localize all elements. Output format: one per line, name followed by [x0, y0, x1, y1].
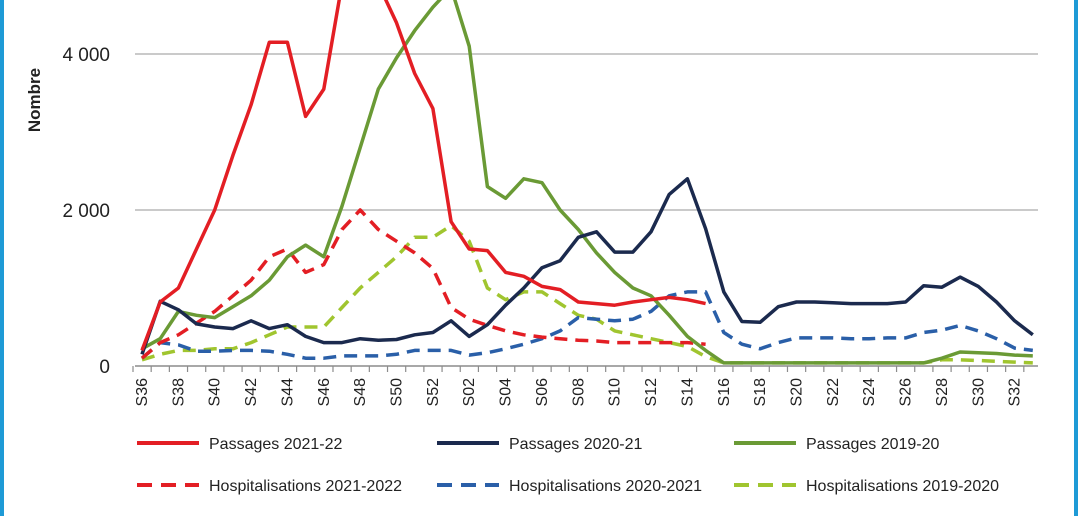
series-lines [140, 0, 1034, 365]
x-tick-label: S40 [207, 378, 224, 407]
x-tick-label: S08 [570, 378, 587, 407]
x-tick-label: S10 [607, 378, 624, 407]
x-tick-label: S44 [279, 378, 296, 407]
x-tick-label: S12 [643, 378, 660, 407]
x-tick-label: S46 [316, 378, 333, 407]
series-line-passages-2019-20 [141, 0, 1033, 365]
x-tick-label: S32 [1007, 378, 1024, 407]
x-tick-label: S50 [389, 378, 406, 407]
x-tick-label: S28 [934, 378, 951, 407]
x-tick-label: S16 [716, 378, 733, 407]
legend-label: Passages 2021-22 [209, 436, 343, 453]
x-tick-label: S30 [970, 378, 987, 407]
legend-label: Hospitalisations 2021-2022 [209, 478, 402, 495]
x-tick-label: S52 [425, 378, 442, 407]
x-axis: S36 S38 S40 S42 S44 S46 S48 S50 S52 S02 S04 S06 S08 S… [132, 365, 1038, 407]
y-axis-label: Nombre [25, 68, 44, 132]
x-tick-label: S20 [788, 378, 805, 407]
x-tick-label: S06 [534, 378, 551, 407]
x-tick-label: S48 [352, 378, 369, 407]
grid-lines [135, 53, 1038, 211]
series-line-passages-2020-21 [140, 177, 1034, 355]
x-tick-label: S14 [679, 378, 696, 407]
x-tick-label: S36 [134, 378, 151, 407]
x-tick-label: S04 [498, 378, 515, 407]
x-tick-label: S24 [861, 378, 878, 407]
y-tick-label: 2 000 [62, 201, 110, 222]
series-line-passages-2021-22 [140, 0, 706, 352]
legend-label: Passages 2019-20 [806, 436, 940, 453]
x-tick-label: S02 [461, 378, 478, 407]
series-line-hospitalisations-2021-2022 [140, 208, 706, 360]
legend-label: Passages 2020-21 [509, 436, 643, 453]
x-tick-label: S38 [170, 378, 187, 407]
legend-label: Hospitalisations 2019-2020 [806, 478, 999, 495]
x-tick-label: S26 [898, 378, 915, 407]
legend-label: Hospitalisations 2020-2021 [509, 478, 702, 495]
y-tick-label: 0 [99, 357, 110, 378]
x-tick-label: S22 [825, 378, 842, 407]
x-tick-label: S18 [752, 378, 769, 407]
x-tick-label: S42 [243, 378, 260, 407]
y-axis: 0 2 000 4 000 [62, 45, 110, 378]
line-chart: 0 2 000 4 000 Nombre S36 S38 S40 S42 S44 S46 S48… [25, 0, 1038, 495]
legend: Passages 2021-22 Passages 2020-21 Passages… [137, 436, 999, 495]
series-line-hospitalisations-2020-2021 [140, 290, 1034, 360]
y-tick-label: 4 000 [62, 45, 110, 66]
